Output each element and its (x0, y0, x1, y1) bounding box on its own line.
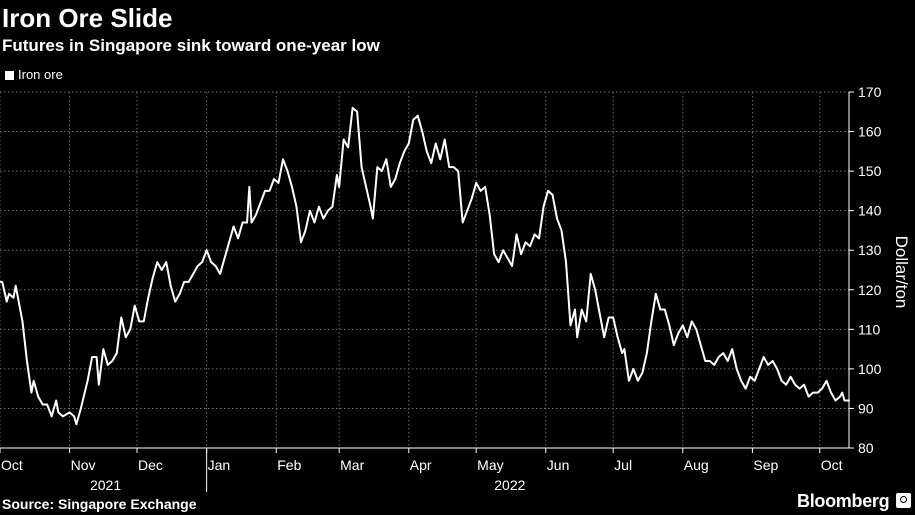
y-tick-label: 100 (858, 361, 882, 377)
chart-title: Iron Ore Slide (2, 3, 173, 33)
legend-swatch (5, 70, 14, 80)
x-tick-label: May (477, 457, 503, 473)
year-label: 2021 (90, 477, 121, 493)
y-tick-label: 120 (858, 282, 882, 298)
x-tick-label: Apr (410, 457, 432, 473)
x-tick-label: Oct (821, 457, 843, 473)
x-tick-label: Jan (208, 457, 231, 473)
x-tick-label: Mar (340, 457, 364, 473)
y-tick-label: 140 (858, 203, 882, 219)
y-tick-label: 90 (858, 400, 874, 416)
x-tick-label: Oct (1, 457, 23, 473)
y-axis-title: Dollar/ton (892, 236, 911, 309)
x-tick-label: Aug (684, 457, 709, 473)
axes: 80 90 100 110 120 130 140 150 160 170 Oct Nov Dec Jan… (0, 84, 882, 493)
x-tick-label: Dec (138, 457, 163, 473)
x-tick-label: Jul (614, 457, 632, 473)
chart-subtitle: Futures in Singapore sink toward one-yea… (2, 36, 380, 55)
source-note: Source: Singapore Exchange (2, 496, 197, 512)
y-tick-label: 170 (858, 84, 882, 100)
bloomberg-logo: Bloomberg (797, 491, 890, 511)
x-tick-label: Jun (547, 457, 570, 473)
y-tick-label: 80 (858, 440, 874, 456)
y-tick-label: 160 (858, 124, 882, 140)
legend-label: Iron ore (18, 67, 63, 82)
grid (0, 91, 849, 449)
x-tick-label: Feb (277, 457, 301, 473)
y-tick-label: 130 (858, 242, 882, 258)
year-label: 2022 (494, 477, 525, 493)
series-layer (0, 106, 850, 426)
x-tick-label: Nov (71, 457, 96, 473)
legend: Iron ore (5, 67, 63, 83)
bloomberg-badge-icon (896, 493, 911, 508)
x-tick-label: Sep (753, 457, 778, 473)
y-tick-label: 110 (858, 321, 881, 337)
series-line-iron-ore (0, 106, 850, 426)
y-tick-label: 150 (858, 163, 882, 179)
